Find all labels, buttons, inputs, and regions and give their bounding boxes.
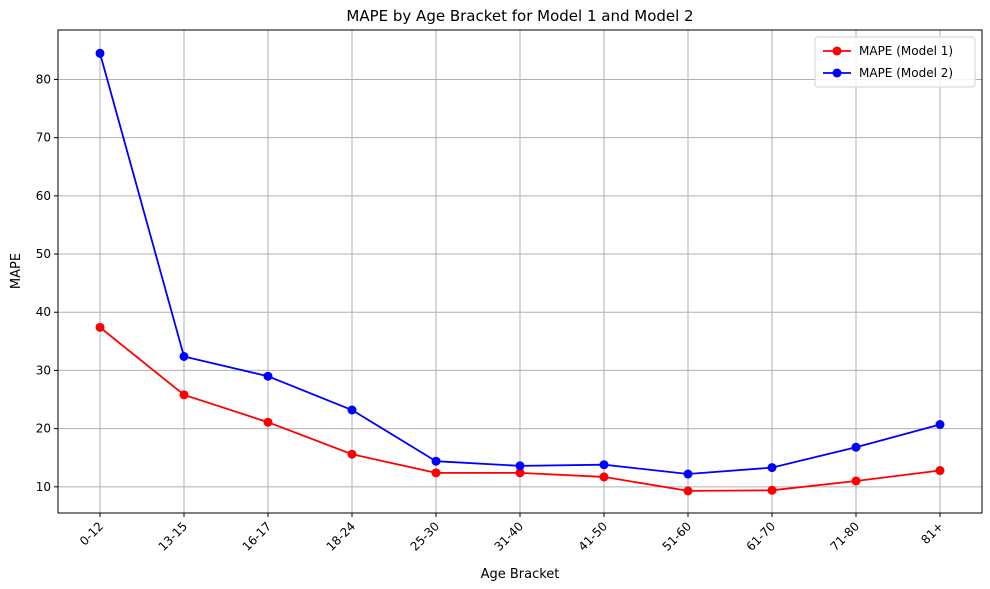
x-tick-label: 81+ [918,519,946,547]
data-point-model-1 [431,468,441,478]
gridlines [58,30,982,513]
legend-label: MAPE (Model 1) [859,44,953,58]
data-point-model-2 [347,405,357,415]
data-point-model-1 [599,472,609,482]
data-point-model-2 [431,456,441,466]
y-tick-label: 40 [36,305,51,319]
x-tick-label: 41-50 [576,519,611,554]
chart-title: MAPE by Age Bracket for Model 1 and Mode… [346,7,693,25]
x-tick-label: 31-40 [492,519,527,554]
x-tick-label: 16-17 [240,519,275,554]
y-tick-label: 50 [36,247,51,261]
legend-swatch-marker [832,46,842,56]
y-tick-label: 60 [36,189,51,203]
y-tick-label: 10 [36,480,51,494]
data-point-model-1 [935,466,945,476]
x-tick-label: 18-24 [324,519,359,554]
x-tick-label: 51-60 [660,519,695,554]
series-points [95,48,945,496]
y-tick-label: 30 [36,363,51,377]
x-tick-label: 71-80 [828,519,863,554]
data-point-model-1 [347,449,357,459]
plot-frame [57,29,983,514]
x-axis-label: Age Bracket [481,567,560,582]
data-point-model-2 [851,442,861,452]
y-axis-label: MAPE [9,253,24,289]
y-tick-label: 20 [36,422,51,436]
data-point-model-2 [599,460,609,470]
x-tick-label: 25-30 [408,519,443,554]
x-tick-label: 13-15 [156,519,191,554]
data-point-model-2 [95,48,105,58]
data-point-model-2 [179,351,189,361]
data-point-model-1 [515,468,525,478]
data-point-model-2 [263,371,273,381]
data-point-model-2 [683,469,693,479]
y-tick-label: 80 [36,72,51,86]
data-point-model-1 [179,390,189,400]
x-axis-ticks: 0-12 13-15 16-17 18-24 25-30 31-40 41-50 51-60 6… [77,513,946,554]
data-point-model-1 [851,476,861,486]
y-axis-ticks: 10 20 30 40 50 60 70 80 [36,72,58,494]
data-point-model-2 [515,461,525,471]
data-point-model-1 [95,322,105,332]
legend-swatch-marker [832,68,842,78]
legend-label: MAPE (Model 2) [859,66,953,80]
y-tick-label: 70 [36,131,51,145]
legend: MAPE (Model 1) MAPE (Model 2) [814,36,976,88]
data-point-model-2 [767,463,777,473]
data-point-model-1 [767,485,777,495]
data-point-model-1 [263,417,273,427]
data-point-model-2 [935,420,945,430]
data-point-model-1 [683,486,693,496]
x-tick-label: 61-70 [744,519,779,554]
legend-box [814,36,976,88]
x-tick-label: 0-12 [77,519,106,548]
